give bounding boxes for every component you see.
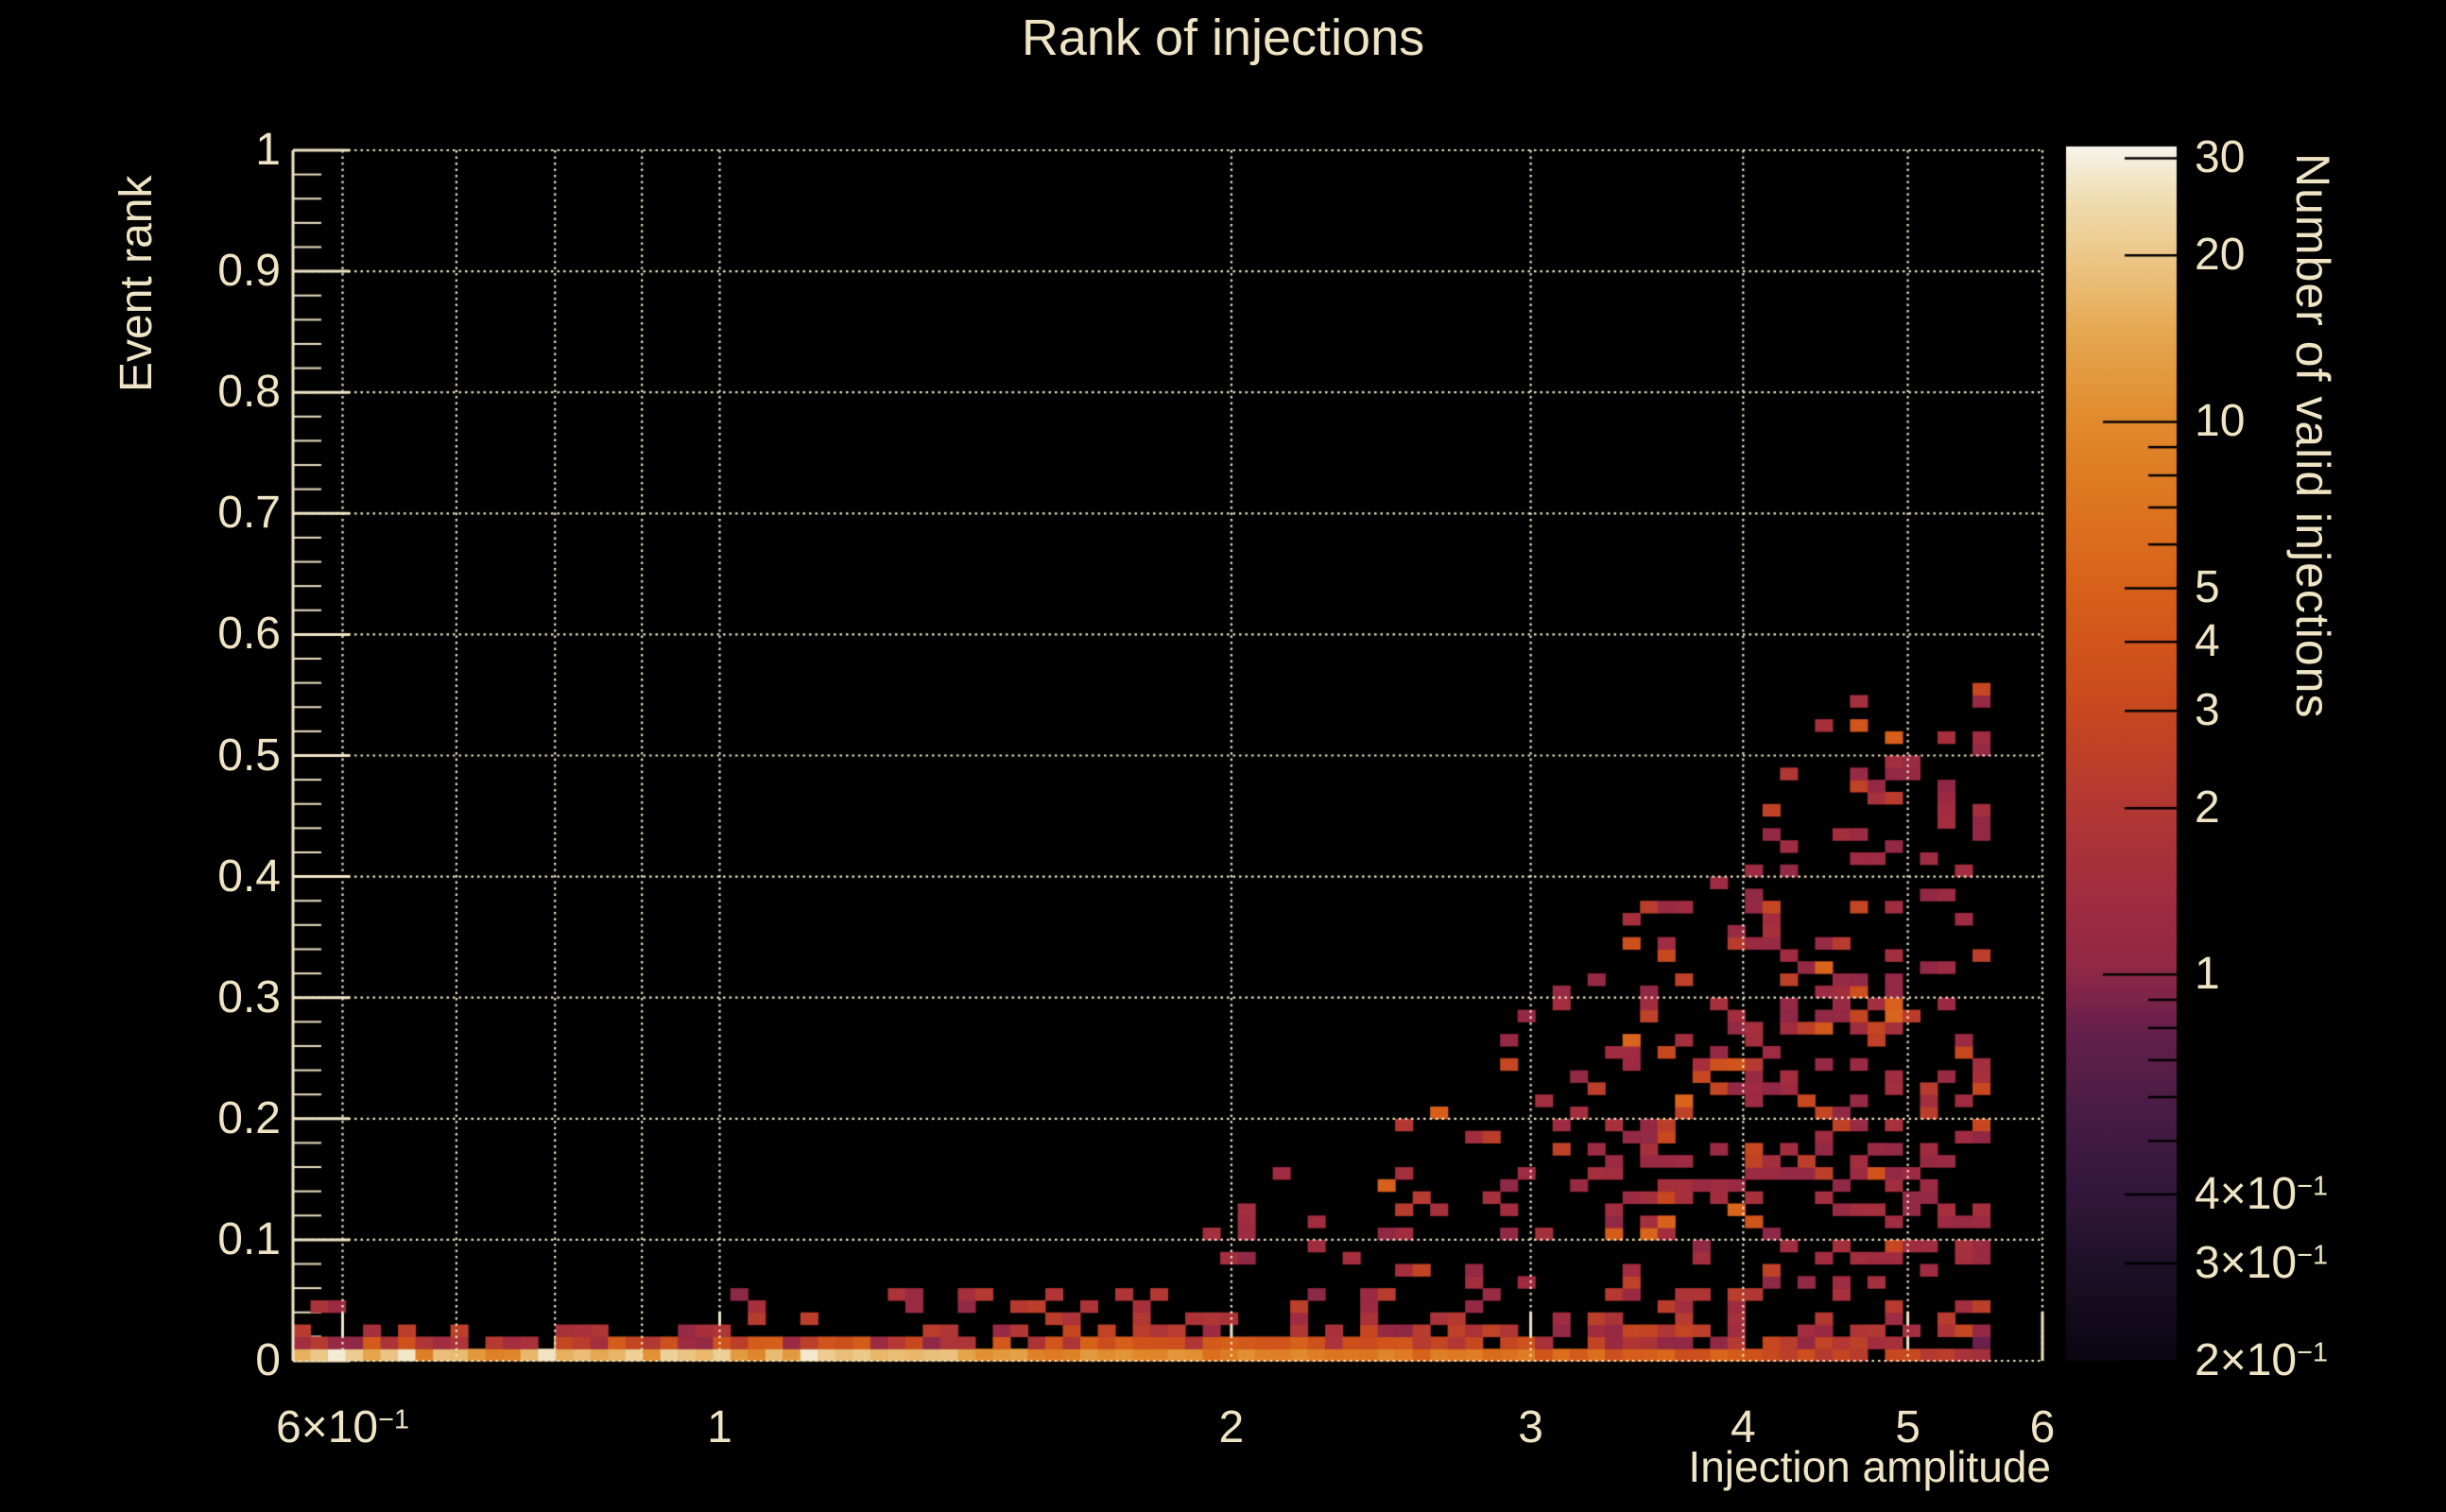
x-axis-title: Injection amplitude bbox=[1688, 1442, 2051, 1491]
y-tick-label: 0.7 bbox=[217, 488, 281, 539]
x-tick-label: 5 bbox=[1895, 1402, 1921, 1452]
z-tick-label: 4 bbox=[2195, 616, 2220, 667]
y-tick-label: 0.5 bbox=[217, 730, 281, 781]
y-tick-label: 0.4 bbox=[217, 850, 281, 902]
x-tick-label: 6 bbox=[2029, 1402, 2056, 1452]
z-tick-label: 3 bbox=[2195, 685, 2220, 736]
z-axis-title: Number of valid injections bbox=[2286, 153, 2339, 719]
z-tick-label: 30 bbox=[2195, 132, 2246, 183]
x-tick-label: 1 bbox=[707, 1402, 732, 1452]
plot-area bbox=[293, 150, 2042, 1361]
z-tick-label: 10 bbox=[2195, 396, 2246, 447]
z-tick-label: 20 bbox=[2195, 230, 2246, 281]
y-tick-label: 1 bbox=[255, 125, 281, 175]
z-tick-label: 2×10−1 bbox=[2195, 1335, 2328, 1385]
page-title: Rank of injections bbox=[1021, 9, 1425, 66]
y-tick-label: 0.2 bbox=[217, 1092, 281, 1143]
z-tick-label: 1 bbox=[2195, 949, 2220, 1000]
colorbar bbox=[2066, 146, 2177, 1361]
z-tick-label: 4×10−1 bbox=[2195, 1168, 2328, 1219]
z-tick-label: 5 bbox=[2195, 562, 2220, 613]
z-tick-label: 3×10−1 bbox=[2195, 1238, 2328, 1289]
x-tick-label: 3 bbox=[1518, 1402, 1543, 1452]
x-tick-label: 6×10−1 bbox=[276, 1402, 409, 1452]
y-tick-label: 0.9 bbox=[217, 246, 281, 297]
y-tick-label: 0.6 bbox=[217, 609, 281, 660]
x-tick-label: 2 bbox=[1218, 1402, 1245, 1452]
y-tick-label: 0.8 bbox=[217, 367, 281, 418]
y-tick-label: 0.1 bbox=[217, 1213, 281, 1264]
y-tick-label: 0.3 bbox=[217, 971, 281, 1022]
x-tick-label: 4 bbox=[1730, 1402, 1756, 1452]
y-tick-label: 0 bbox=[255, 1335, 281, 1385]
z-tick-label: 2 bbox=[2195, 782, 2220, 833]
